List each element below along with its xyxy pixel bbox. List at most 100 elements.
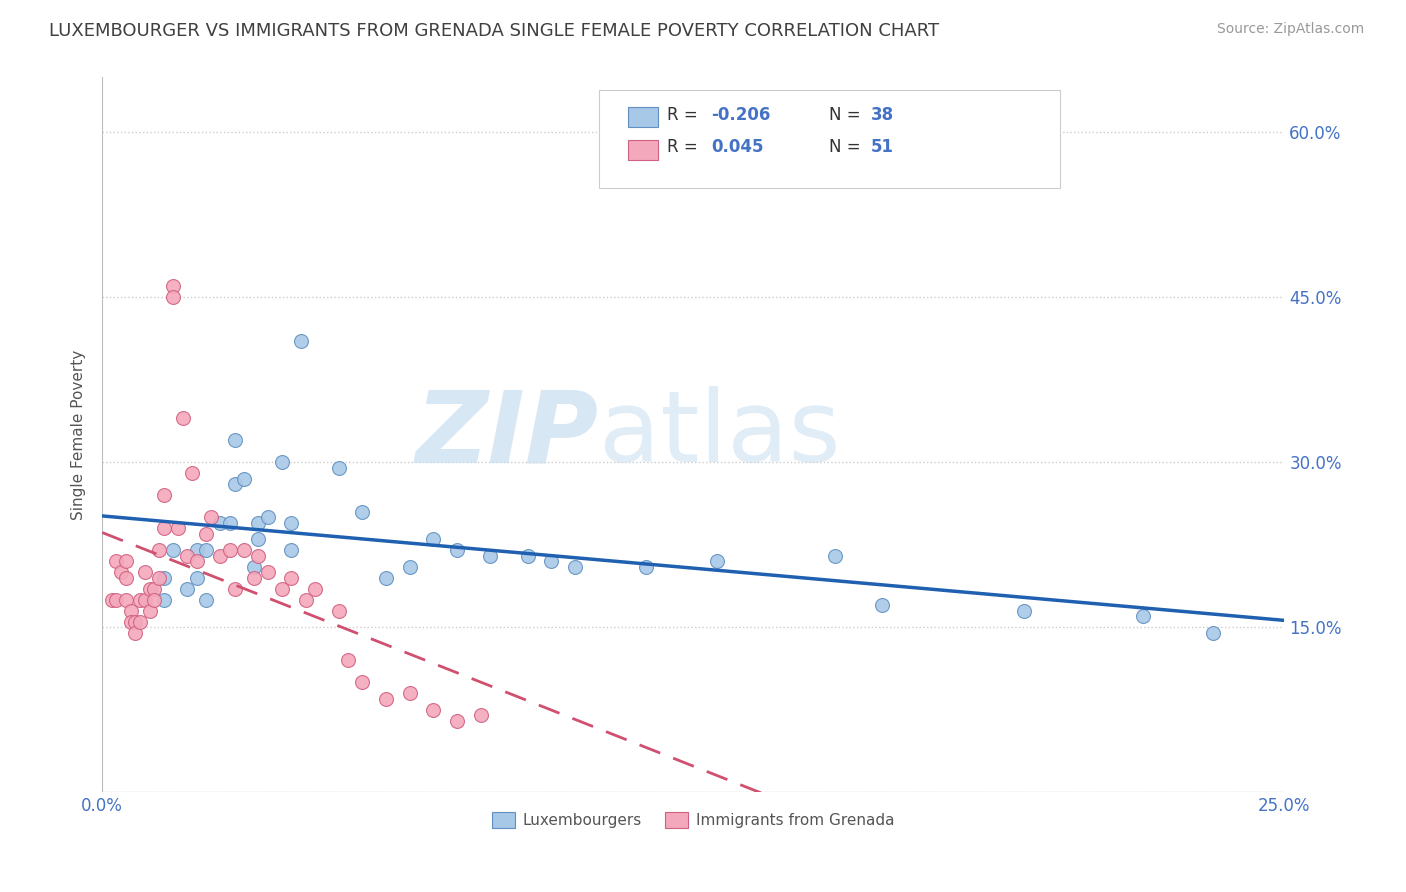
Text: ZIP: ZIP xyxy=(416,386,599,483)
Point xyxy=(152,592,174,607)
Point xyxy=(172,411,194,425)
Point xyxy=(872,598,894,612)
Point xyxy=(470,708,492,723)
Point xyxy=(374,691,396,706)
Point xyxy=(280,543,302,558)
Point xyxy=(224,477,246,491)
Point xyxy=(294,592,316,607)
Point xyxy=(209,516,232,530)
Point xyxy=(129,592,152,607)
Text: Source: ZipAtlas.com: Source: ZipAtlas.com xyxy=(1216,22,1364,37)
Point xyxy=(271,582,294,596)
Point xyxy=(115,554,138,568)
Point xyxy=(328,604,350,618)
Point xyxy=(1202,625,1225,640)
Text: R =: R = xyxy=(668,105,703,124)
Point xyxy=(152,521,174,535)
Point xyxy=(352,675,374,690)
Point xyxy=(422,702,444,716)
Point xyxy=(233,472,256,486)
Point xyxy=(247,532,270,546)
Point xyxy=(516,549,538,563)
FancyBboxPatch shape xyxy=(628,140,658,160)
Point xyxy=(706,554,728,568)
Text: -0.206: -0.206 xyxy=(711,105,770,124)
Point xyxy=(256,510,278,524)
Point xyxy=(162,543,184,558)
Point xyxy=(181,466,204,480)
Point xyxy=(162,290,184,304)
Point xyxy=(186,554,208,568)
Point xyxy=(134,592,156,607)
Point xyxy=(200,510,222,524)
Point xyxy=(1014,604,1036,618)
Point xyxy=(247,516,270,530)
Point xyxy=(352,505,374,519)
Point xyxy=(120,604,142,618)
Point xyxy=(186,543,208,558)
Point xyxy=(242,571,264,585)
Point xyxy=(176,549,198,563)
Text: N =: N = xyxy=(830,105,866,124)
Point xyxy=(242,559,264,574)
Point xyxy=(224,582,246,596)
Point xyxy=(374,571,396,585)
Point xyxy=(398,559,420,574)
Point xyxy=(138,582,160,596)
Point xyxy=(328,460,350,475)
Point xyxy=(280,516,302,530)
Point xyxy=(540,554,562,568)
FancyBboxPatch shape xyxy=(599,89,1060,188)
Point xyxy=(224,433,246,447)
Point xyxy=(134,565,156,579)
Point xyxy=(176,582,198,596)
Point xyxy=(152,571,174,585)
Text: atlas: atlas xyxy=(599,386,841,483)
Point xyxy=(247,549,270,563)
Point xyxy=(398,686,420,700)
Point xyxy=(824,549,846,563)
Text: 51: 51 xyxy=(870,138,894,156)
Point xyxy=(195,526,218,541)
Point xyxy=(162,279,184,293)
Point xyxy=(110,565,132,579)
Point xyxy=(186,571,208,585)
Point xyxy=(280,571,302,585)
Text: 38: 38 xyxy=(870,105,894,124)
Point xyxy=(148,571,170,585)
Point xyxy=(124,625,146,640)
Text: LUXEMBOURGER VS IMMIGRANTS FROM GRENADA SINGLE FEMALE POVERTY CORRELATION CHART: LUXEMBOURGER VS IMMIGRANTS FROM GRENADA … xyxy=(49,22,939,40)
Point xyxy=(446,714,468,728)
FancyBboxPatch shape xyxy=(628,107,658,128)
Point xyxy=(564,559,586,574)
Point xyxy=(478,549,501,563)
Point xyxy=(219,516,242,530)
Point xyxy=(195,592,218,607)
Point xyxy=(120,615,142,629)
Point xyxy=(271,455,294,469)
Point xyxy=(100,592,122,607)
Point xyxy=(290,334,312,349)
Point xyxy=(129,615,152,629)
Point xyxy=(446,543,468,558)
Point xyxy=(143,582,166,596)
Y-axis label: Single Female Poverty: Single Female Poverty xyxy=(72,350,86,520)
Text: 0.045: 0.045 xyxy=(711,138,763,156)
Point xyxy=(304,582,326,596)
Point xyxy=(138,604,160,618)
Point xyxy=(105,592,128,607)
Point xyxy=(124,615,146,629)
Point xyxy=(422,532,444,546)
Point xyxy=(105,554,128,568)
Point xyxy=(219,543,242,558)
Text: N =: N = xyxy=(830,138,866,156)
Point xyxy=(337,653,360,667)
Point xyxy=(148,543,170,558)
Point xyxy=(152,488,174,502)
Text: R =: R = xyxy=(668,138,703,156)
Point xyxy=(115,571,138,585)
Point xyxy=(167,521,190,535)
Point xyxy=(143,592,166,607)
Legend: Luxembourgers, Immigrants from Grenada: Luxembourgers, Immigrants from Grenada xyxy=(486,806,900,834)
Point xyxy=(195,543,218,558)
